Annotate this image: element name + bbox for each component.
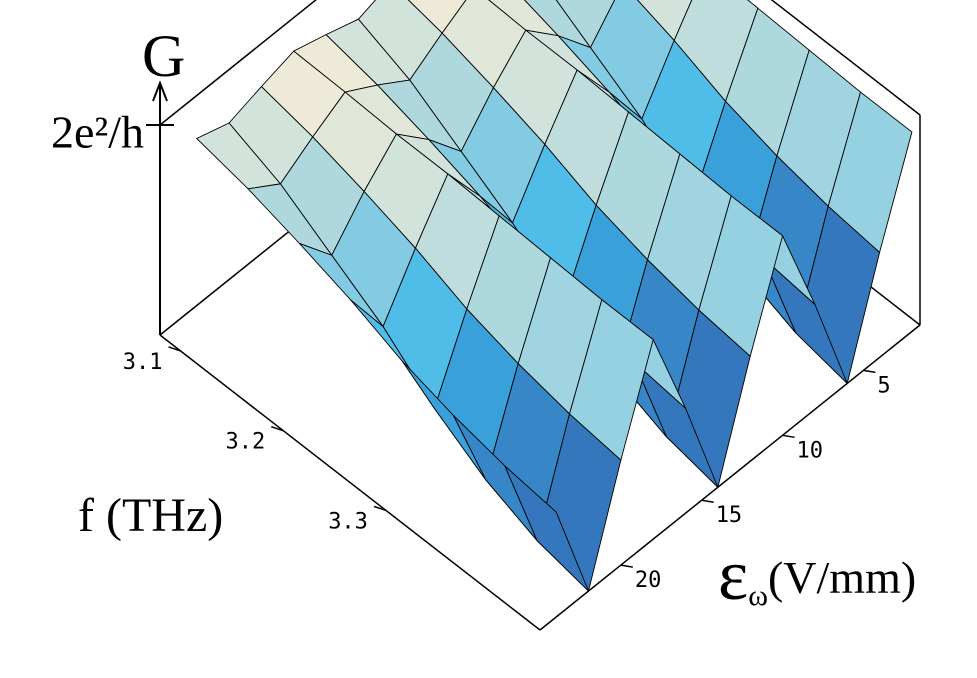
x-tick <box>701 499 714 503</box>
x-tick-label: 5 <box>877 373 890 398</box>
z-axis-label: G <box>142 23 185 89</box>
x-axis-subscript: ω <box>748 579 768 612</box>
x-tick <box>620 564 633 568</box>
x-axis-symbol: ε <box>718 535 748 615</box>
box-edge <box>770 0 921 116</box>
surface-patch <box>504 465 589 592</box>
y-tick-label: 3.3 <box>328 509 368 534</box>
y-tick-label: 3.2 <box>225 430 265 455</box>
y-tick <box>373 505 387 512</box>
z-axis-arrow <box>152 80 168 102</box>
y-tick-label: 3.1 <box>123 350 163 375</box>
x-axis-label: εω(V/mm) <box>718 535 916 615</box>
x-tick-label: 10 <box>797 438 824 463</box>
y-tick <box>168 346 181 352</box>
x-tick <box>782 434 795 439</box>
box-edge <box>159 334 541 631</box>
y-tick <box>271 425 284 432</box>
x-tick-label: 15 <box>716 503 743 528</box>
z-tick-label: 2e²/h <box>51 107 144 158</box>
x-tick <box>863 369 876 374</box>
box-edge <box>159 0 317 126</box>
x-axis-unit: (V/mm) <box>768 552 916 603</box>
y-axis-label: f (THz) <box>78 489 223 542</box>
box-edge <box>539 324 921 631</box>
plot-area <box>159 0 921 631</box>
x-tick-label: 20 <box>635 568 662 593</box>
